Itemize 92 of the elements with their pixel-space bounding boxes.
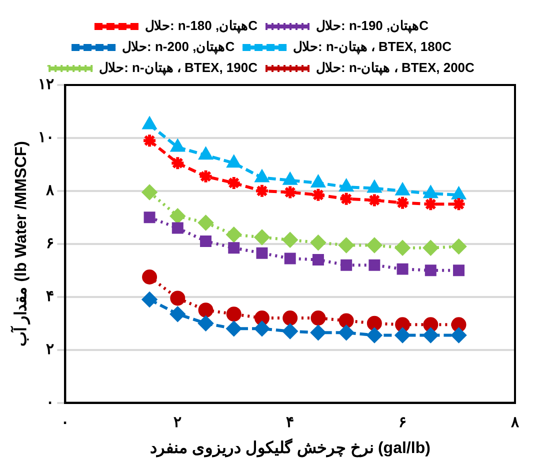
point	[338, 325, 354, 340]
point	[198, 168, 214, 184]
y-tick-label: ۲	[46, 340, 54, 358]
point	[254, 230, 270, 245]
legend-label: حلال: n-هپتان ، BTEX, 180C	[293, 39, 452, 56]
point	[424, 264, 436, 276]
point	[170, 306, 186, 322]
point	[255, 170, 269, 182]
point	[142, 117, 156, 130]
point	[142, 292, 158, 308]
point	[170, 156, 186, 171]
legend-label: حلال: n-هپتان, 180C	[144, 18, 258, 34]
point	[228, 242, 240, 254]
y-tick-label: ۱۰	[38, 129, 54, 146]
point	[226, 306, 242, 322]
point	[396, 263, 408, 275]
point	[310, 187, 326, 202]
point	[395, 240, 410, 256]
point	[366, 192, 382, 208]
point	[423, 317, 438, 332]
point	[198, 302, 214, 318]
point	[198, 215, 214, 230]
y-tick-label: ۸	[45, 182, 56, 200]
point	[283, 172, 297, 185]
point	[340, 179, 354, 192]
point	[366, 238, 382, 253]
point	[282, 184, 298, 200]
point	[338, 191, 354, 206]
point	[226, 175, 242, 190]
point	[199, 148, 212, 160]
y-tick-label: ۴	[46, 288, 54, 306]
x-tick-label: ۸	[510, 414, 520, 431]
point	[254, 183, 270, 198]
y-axis-title: مقدار آب (lb Water /MMSCF)	[9, 141, 32, 347]
x-tick-label: ۰	[61, 414, 70, 431]
point	[142, 270, 158, 285]
point	[282, 232, 298, 248]
point	[423, 328, 438, 343]
point	[338, 238, 354, 253]
point	[451, 196, 466, 212]
point	[395, 317, 410, 332]
point	[256, 247, 268, 259]
y-tick-label: ۰	[46, 394, 54, 411]
point	[451, 328, 466, 343]
point	[282, 324, 298, 339]
point	[451, 317, 466, 332]
point	[200, 236, 212, 247]
legend-label: حلال: n-هپتان ، BTEX, 190C	[99, 60, 258, 76]
point	[282, 310, 298, 326]
point	[226, 227, 242, 242]
point	[142, 133, 158, 148]
legend-label: حلال: n-هپتان ، BTEX, 200C	[316, 60, 476, 76]
point	[452, 187, 466, 200]
point	[310, 235, 326, 250]
point	[254, 321, 270, 336]
point	[284, 252, 296, 264]
point	[366, 316, 382, 331]
point	[144, 212, 156, 224]
point	[368, 259, 380, 271]
point	[227, 156, 241, 168]
point	[310, 325, 326, 340]
point	[451, 239, 466, 254]
y-tick-label: ۶	[46, 235, 54, 252]
point	[366, 328, 382, 343]
x-tick-label: ۲	[174, 414, 182, 431]
point	[424, 186, 438, 198]
point	[254, 310, 270, 326]
x-tick-label: ۶	[398, 414, 407, 431]
point	[170, 140, 184, 152]
point	[170, 208, 186, 224]
point	[226, 321, 242, 336]
point	[340, 259, 352, 271]
point	[170, 290, 186, 306]
point	[198, 316, 214, 331]
point	[423, 240, 438, 256]
y-tick-label: ۱۲	[38, 76, 54, 94]
point	[142, 184, 158, 200]
legend-label: حلال: n-هپتان, 200C	[122, 39, 236, 56]
legend-label: حلال: n-هپتان, 190C	[316, 18, 430, 34]
point	[395, 195, 410, 210]
point	[338, 313, 354, 328]
x-axis-title: نرخ چرخش گلیکول دریزوی منفرد (gal/lb)	[150, 438, 430, 458]
point	[368, 180, 382, 193]
point	[310, 310, 326, 326]
point	[423, 196, 438, 212]
point	[453, 264, 465, 276]
point	[172, 222, 184, 234]
point	[312, 254, 324, 266]
point	[396, 183, 410, 196]
point	[395, 328, 410, 343]
x-tick-label: ۴	[286, 414, 294, 431]
point	[312, 175, 325, 188]
